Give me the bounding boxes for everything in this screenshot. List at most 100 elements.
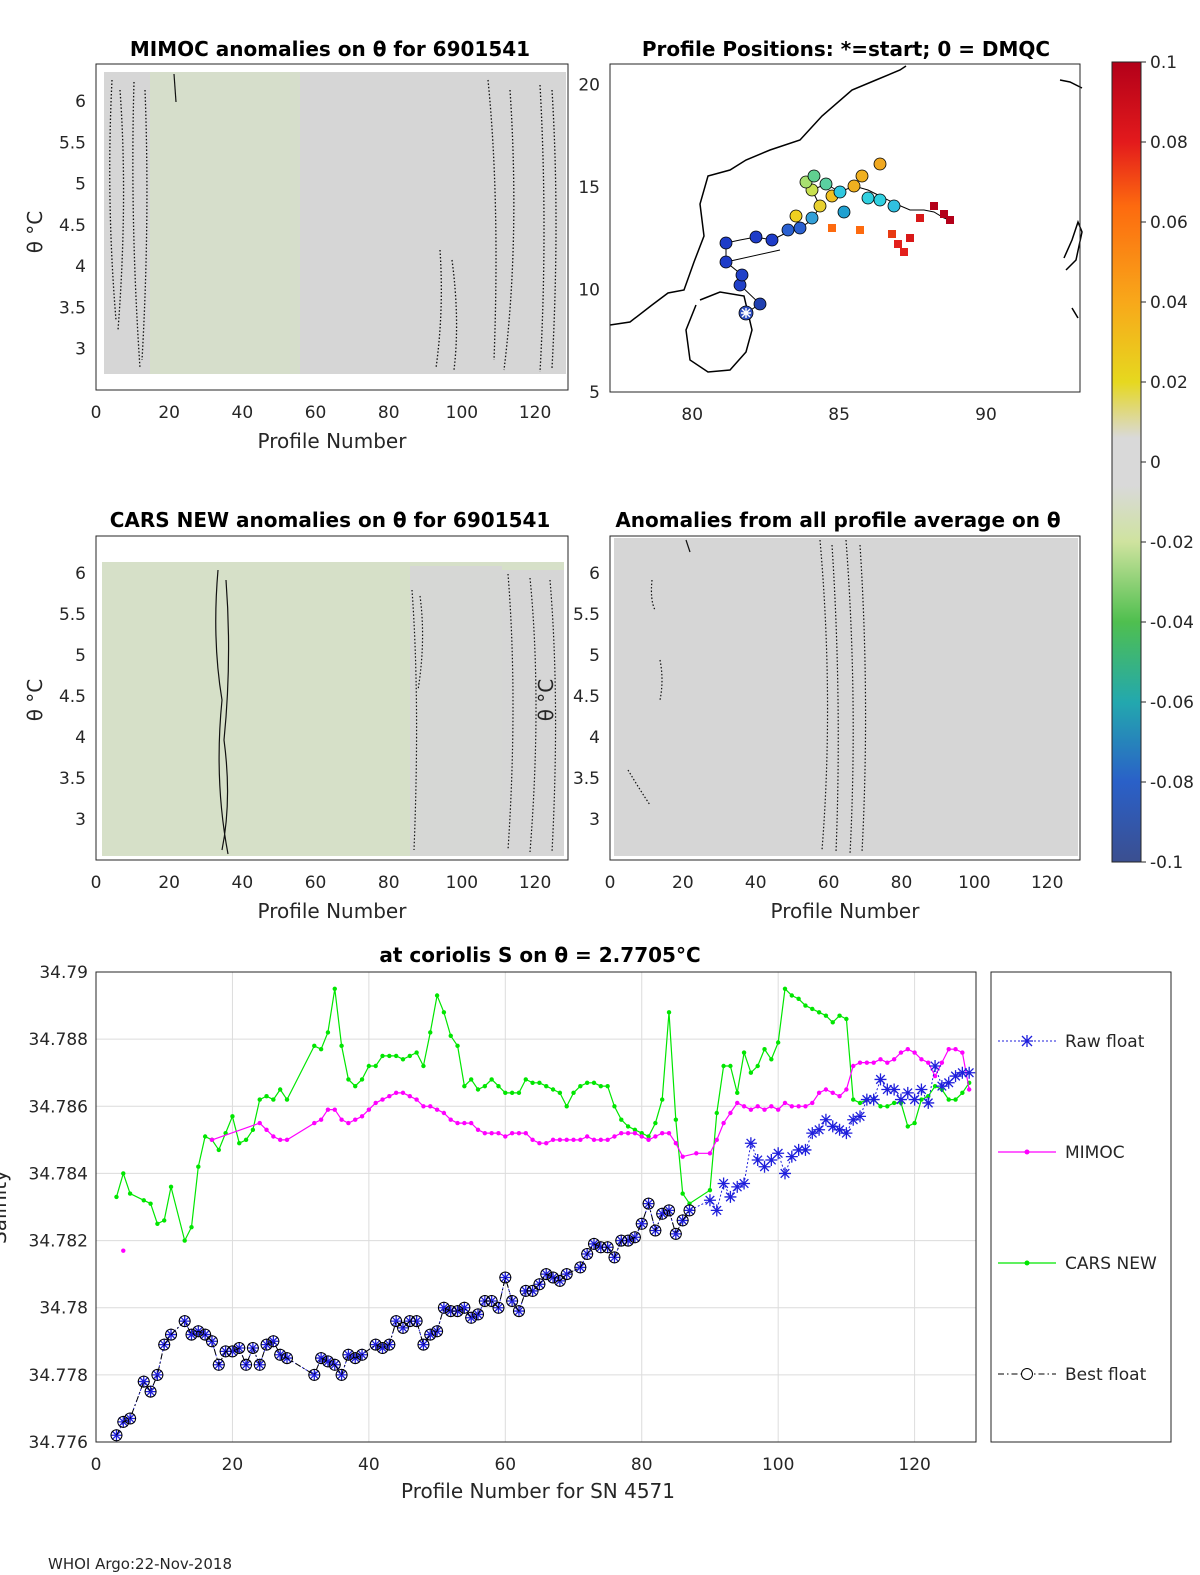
- chart-x-ticks: 0 20 40 60 80 100 120: [91, 1455, 931, 1475]
- cars-point-90: [775, 1040, 781, 1045]
- chart-x-tick-1: 20: [222, 1455, 244, 1475]
- mimoc-point-5: [277, 1137, 283, 1143]
- cars-point-5: [155, 1221, 160, 1226]
- mimoc-point-84: [851, 1063, 856, 1069]
- best-point-18: [246, 1342, 259, 1354]
- raw-point-39: [417, 1338, 430, 1351]
- cars-point-100: [844, 1016, 849, 1022]
- cars-x-tick-3: 60: [305, 873, 327, 893]
- best-point-51: [499, 1271, 512, 1284]
- raw-point-32: [369, 1338, 382, 1351]
- footer-text: WHOI Argo:22-Nov-2018: [48, 1555, 232, 1573]
- cars-point-3: [141, 1198, 146, 1203]
- raw-point-90: [785, 1150, 798, 1163]
- best-point-11: [199, 1328, 212, 1341]
- cars-point-34: [380, 1053, 385, 1059]
- best-point-43: [444, 1305, 457, 1318]
- mimoc-point-70: [755, 1104, 760, 1109]
- best-point-73: [656, 1207, 669, 1220]
- raw-point-103: [874, 1073, 887, 1086]
- mimoc-point-94: [919, 1057, 924, 1062]
- cars-point-52: [503, 1090, 508, 1096]
- raw-point-75: [669, 1227, 682, 1240]
- mimoc-point-76: [796, 1104, 801, 1109]
- mimoc-solid-contour: [173, 73, 177, 103]
- mimoc-axes-frame: [95, 63, 569, 391]
- raw-point-116: [963, 1066, 976, 1079]
- cars-point-16: [237, 1141, 242, 1146]
- mimoc-point-9: [325, 1107, 331, 1112]
- best-point-63: [587, 1237, 600, 1250]
- raw-point-87: [765, 1154, 778, 1166]
- mimoc-point-12: [346, 1120, 351, 1126]
- mimoc-point-41: [544, 1141, 549, 1146]
- raw-point-112: [935, 1080, 948, 1093]
- mimoc-point-82: [837, 1094, 842, 1099]
- colorbar-ticks: 0.1 0.08 0.06 0.04 0.02 0 -0.02 -0.04 -0.06 -0.08…: [1141, 53, 1194, 873]
- colorbar-gradient: [1112, 62, 1141, 862]
- cars-point-105: [878, 1104, 883, 1109]
- cars-point-107: [891, 1100, 897, 1106]
- mimoc-point-78: [810, 1100, 815, 1106]
- mimoc-point-57: [653, 1134, 658, 1139]
- cars-point-60: [557, 1090, 563, 1096]
- best-point-40: [424, 1328, 437, 1341]
- raw-point-108: [908, 1093, 921, 1106]
- mimoc-point-49: [598, 1137, 604, 1143]
- avg-y-tick-4: 5: [589, 646, 600, 666]
- legend-cars-label: CARS NEW: [1065, 1254, 1157, 1274]
- avg-axes-frame: [609, 535, 1081, 861]
- best-point-42: [437, 1301, 450, 1314]
- avg-y-label: θ °C: [534, 679, 558, 722]
- cars-point-45: [455, 1043, 460, 1049]
- cars-point-111: [919, 1097, 924, 1102]
- mimoc-point-98: [946, 1047, 951, 1052]
- cars-point-87: [755, 1063, 760, 1069]
- mimoc-point-22: [414, 1097, 419, 1102]
- best-point-6: [158, 1338, 171, 1351]
- cars-point-57: [537, 1080, 542, 1085]
- best-point-35: [390, 1315, 403, 1328]
- best-point-34: [383, 1338, 396, 1351]
- cars-axes-frame: [95, 535, 569, 861]
- best-point-14: [219, 1345, 232, 1358]
- mimoc-point-34: [496, 1130, 501, 1136]
- mimoc-point-28: [455, 1120, 460, 1126]
- coastline: [609, 65, 907, 373]
- best-point-41: [431, 1325, 444, 1338]
- raw-point-98: [840, 1127, 853, 1140]
- mimoc-point-93: [912, 1050, 917, 1055]
- mimoc-point-2: [257, 1120, 262, 1126]
- avg-x-ticks: 0 20 40 60 80 100 120: [605, 873, 1064, 893]
- best-point-68: [622, 1234, 635, 1247]
- mimoc-point-63: [707, 1151, 713, 1156]
- raw-point-80: [717, 1177, 730, 1190]
- avg-solid-contour: [685, 539, 691, 553]
- mimoc-point-30: [468, 1120, 474, 1126]
- mimoc-point-10: [332, 1107, 337, 1112]
- raw-point-86: [758, 1160, 771, 1173]
- raw-point-92: [799, 1143, 812, 1156]
- colorbar-tick-6: -0.02: [1150, 533, 1194, 553]
- mimoc-point-73: [775, 1107, 781, 1112]
- cars-point-78: [680, 1191, 685, 1196]
- raw-point-104: [881, 1083, 894, 1096]
- raw-point-81: [724, 1190, 737, 1203]
- best-point-23: [281, 1352, 294, 1365]
- best-point-47: [472, 1308, 485, 1321]
- cars-point-8: [182, 1238, 187, 1243]
- cars-x-tick-1: 20: [158, 873, 180, 893]
- best-point-17: [240, 1358, 253, 1371]
- chart-x-tick-6: 120: [898, 1455, 930, 1475]
- mimoc-point-24: [428, 1104, 433, 1109]
- colorbar-tick-3: 0.04: [1150, 293, 1188, 313]
- map-y-tick-0: 5: [589, 383, 600, 403]
- cars-point-91: [782, 986, 788, 991]
- raw-point-97: [833, 1123, 846, 1136]
- mimoc-x-tick-5: 100: [446, 403, 478, 423]
- cars-x-tick-6: 120: [519, 873, 551, 893]
- mimoc-point-20: [400, 1090, 406, 1096]
- mimoc-point-31: [475, 1127, 481, 1132]
- mimoc-point-64: [714, 1137, 719, 1143]
